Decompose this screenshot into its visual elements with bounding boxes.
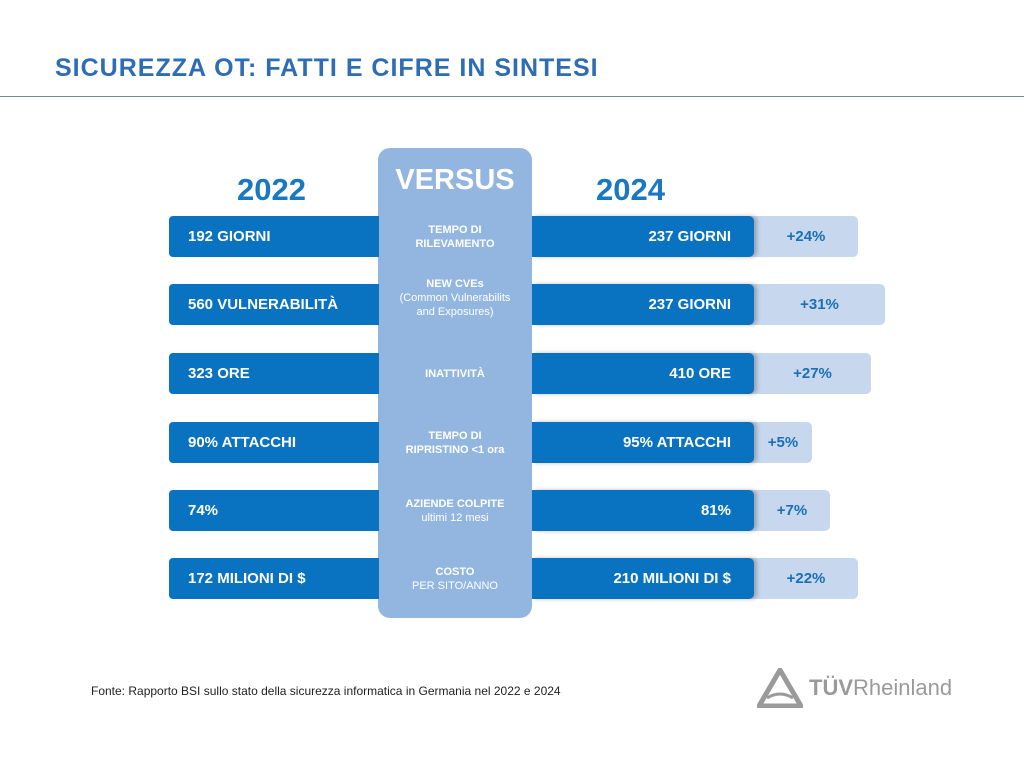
metric-label: INATTIVITÀ: [378, 367, 532, 381]
metric-title: NEW CVEs: [426, 277, 484, 290]
versus-column: [378, 148, 532, 618]
value-2024: 410 ORE: [532, 353, 754, 394]
value-2024: 95% ATTACCHI: [532, 422, 754, 463]
metric-label: TEMPO DI RILEVAMENTO: [378, 223, 532, 251]
metric-title: TEMPO DI: [428, 223, 482, 236]
tuv-triangle-icon: [757, 668, 803, 708]
year-2022-heading: 2022: [237, 172, 306, 207]
metric-title: RILEVAMENTO: [415, 237, 495, 250]
value-2024: 210 MILIONI DI $: [532, 558, 754, 599]
change-percent: +7%: [776, 502, 808, 519]
change-percent: +24%: [786, 228, 826, 245]
value-2022: 192 GIORNI: [169, 216, 379, 257]
page-title: SICUREZZA OT: FATTI E CIFRE IN SINTESI: [55, 54, 599, 82]
value-2024: 81%: [532, 490, 754, 531]
metric-title: INATTIVITÀ: [425, 367, 485, 380]
year-2024-heading: 2024: [596, 172, 665, 207]
metric-title: TEMPO DI: [428, 429, 482, 442]
metric-label: TEMPO DI RIPRISTINO <1 ora: [378, 429, 532, 457]
source-note: Fonte: Rapporto BSI sullo stato della si…: [91, 684, 561, 698]
versus-heading: VERSUS: [395, 164, 515, 196]
metric-subtitle: (Common Vulnerabilits and Exposures): [399, 291, 511, 318]
value-2022: 560 VULNERABILITÀ: [169, 284, 379, 325]
value-2024: 237 GIORNI: [532, 216, 754, 257]
change-percent: +27%: [793, 365, 832, 382]
metric-title: AZIENDE COLPITE: [405, 497, 505, 510]
metric-label: COSTO PER SITO/ANNO: [378, 565, 532, 593]
metric-label: AZIENDE COLPITE ultimi 12 mesi: [378, 497, 532, 525]
value-2022: 74%: [169, 490, 379, 531]
tuv-rheinland-logo: TÜVRheinland: [757, 668, 952, 708]
change-percent: +5%: [767, 434, 799, 451]
metric-title: COSTO: [435, 565, 475, 578]
metric-subtitle: ultimi 12 mesi: [421, 511, 489, 524]
metric-title: RIPRISTINO <1 ora: [405, 443, 505, 456]
value-2022: 323 ORE: [169, 353, 379, 394]
logo-rheinland: Rheinland: [853, 675, 953, 700]
value-2022: 90% ATTACCHI: [169, 422, 379, 463]
change-percent: +31%: [800, 296, 839, 313]
logo-tuv: TÜV: [809, 675, 853, 700]
value-2024: 237 GIORNI: [532, 284, 754, 325]
change-percent: +22%: [786, 570, 826, 587]
metric-label: NEW CVEs (Common Vulnerabilits and Exposu…: [378, 277, 532, 319]
value-2022: 172 MILIONI DI $: [169, 558, 379, 599]
title-divider: [0, 96, 1024, 97]
metric-subtitle: PER SITO/ANNO: [412, 579, 498, 592]
